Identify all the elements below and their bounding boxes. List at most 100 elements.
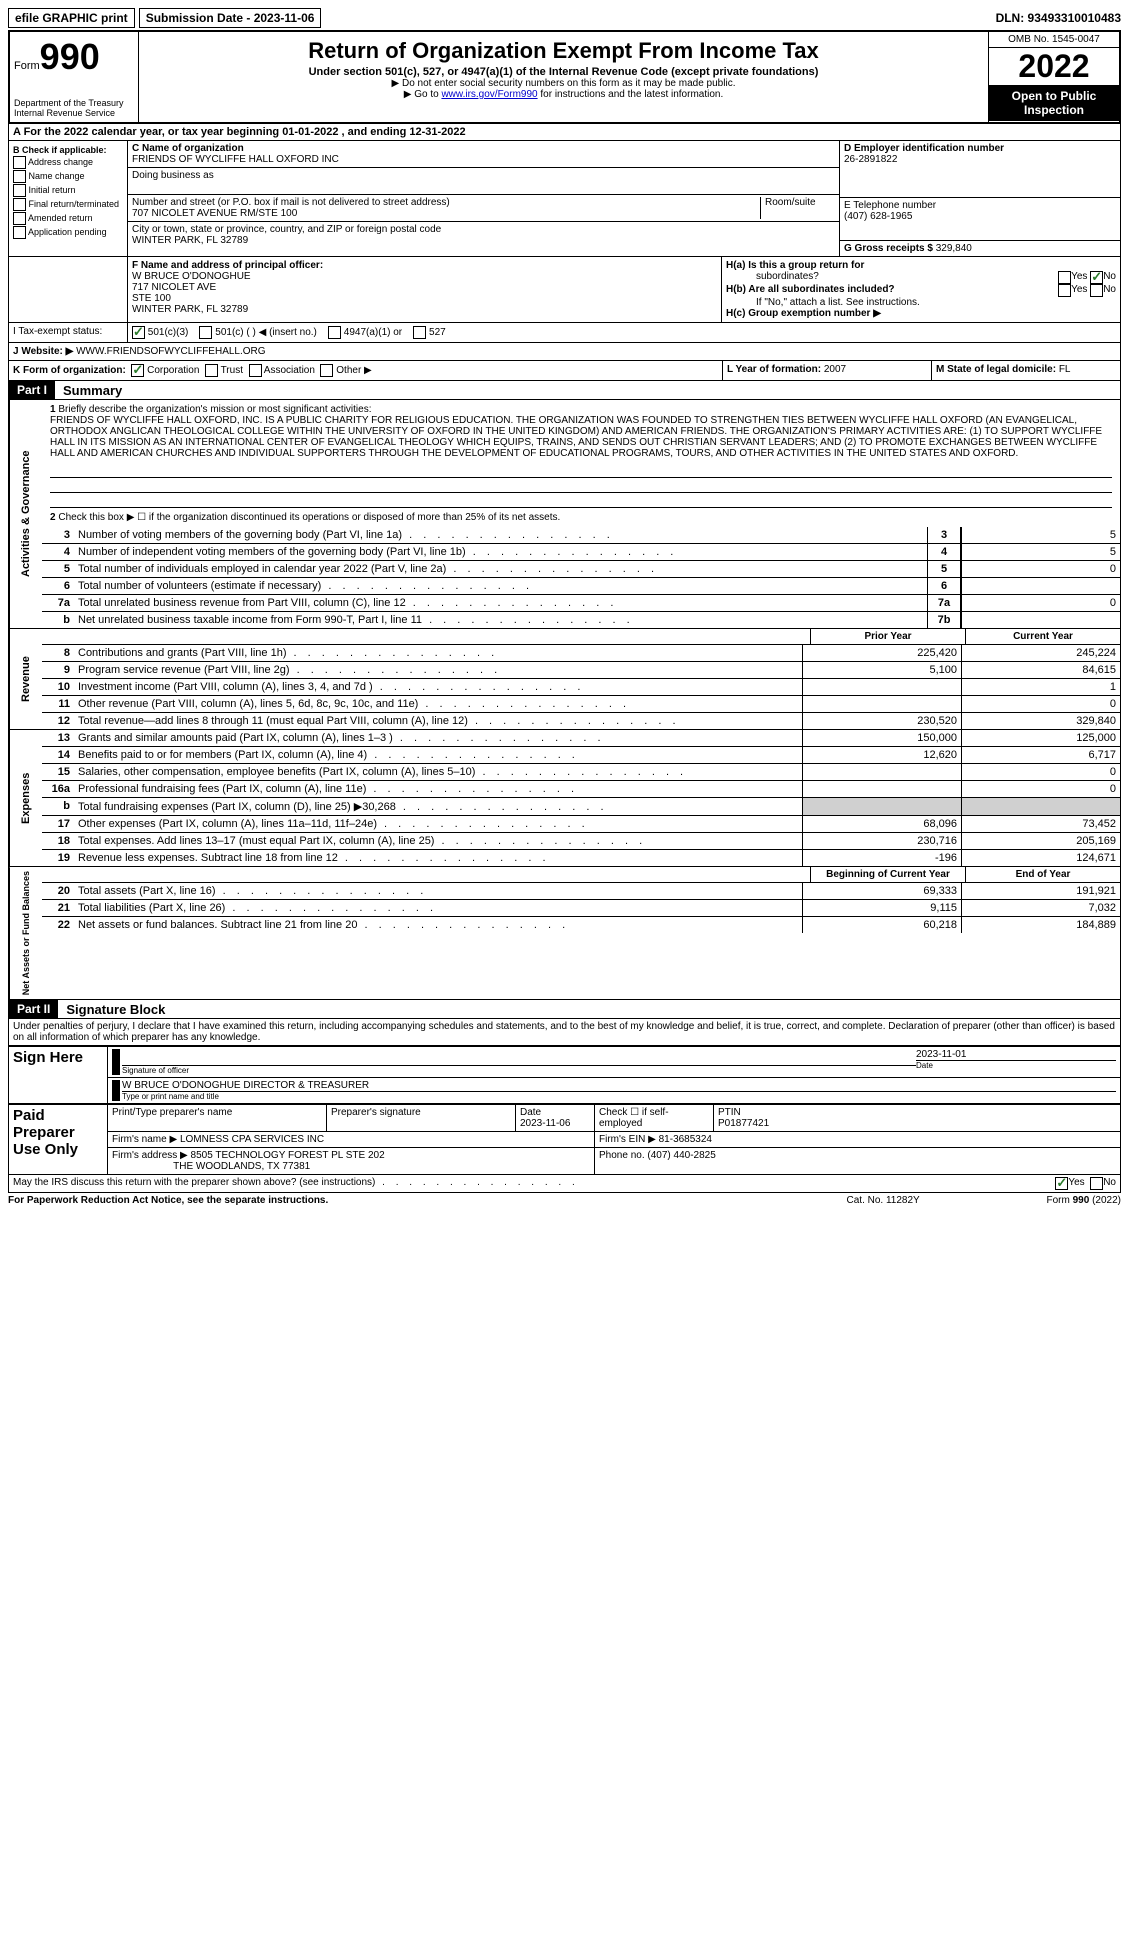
city-cell: City or town, state or province, country… <box>128 222 839 248</box>
table-row: b Net unrelated business taxable income … <box>42 612 1120 628</box>
dln: DLN: 93493310010483 <box>996 11 1121 25</box>
blank-line <box>50 463 1112 478</box>
form-header: Form990 Department of the Treasury Inter… <box>8 30 1121 124</box>
cb-final[interactable]: Final return/terminated <box>13 198 123 211</box>
table-row: 7a Total unrelated business revenue from… <box>42 595 1120 612</box>
dept-label: Department of the Treasury <box>14 98 134 108</box>
part2-header: Part II Signature Block <box>8 1000 1121 1019</box>
cb-initial[interactable]: Initial return <box>13 184 123 197</box>
form-footer: Form 990 (2022) <box>1047 1195 1121 1206</box>
ein-cell: D Employer identification number 26-2891… <box>840 141 1120 198</box>
cb-corp[interactable] <box>131 364 144 377</box>
table-row: 11 Other revenue (Part VIII, column (A),… <box>42 696 1120 713</box>
irs-link[interactable]: www.irs.gov/Form990 <box>441 89 537 100</box>
rev-header: Prior Year Current Year <box>42 629 1120 645</box>
form-number: 990 <box>40 36 100 77</box>
row-j: J Website: ▶ WWW.FRIENDSOFWYCLIFFEHALL.O… <box>8 343 1121 361</box>
cb-assoc[interactable] <box>249 364 262 377</box>
table-row: 8 Contributions and grants (Part VIII, l… <box>42 645 1120 662</box>
col-d: D Employer identification number 26-2891… <box>840 141 1120 256</box>
paid-preparer-label: Paid Preparer Use Only <box>9 1105 108 1175</box>
cb-name[interactable]: Name change <box>13 170 123 183</box>
row-k: K Form of organization: Corporation Trus… <box>8 361 1121 381</box>
sig-date: 2023-11-01 <box>916 1049 1116 1060</box>
hb-yes[interactable] <box>1058 284 1071 297</box>
self-emp-cell[interactable]: Check ☐ if self-employed <box>595 1105 714 1132</box>
efile-box[interactable]: efile GRAPHIC print <box>8 8 135 28</box>
revenue-table: Revenue Prior Year Current Year 8 Contri… <box>8 629 1121 730</box>
officer-name: W BRUCE O'DONOGHUE DIRECTOR & TREASURER <box>122 1080 1116 1091</box>
firm-name-cell: Firm's name ▶ LOMNESS CPA SERVICES INC <box>108 1132 595 1148</box>
city: WINTER PARK, FL 32789 <box>132 235 248 246</box>
receipts-cell: G Gross receipts $ 329,840 <box>840 241 1120 256</box>
row-fh: F Name and address of principal officer:… <box>8 257 1121 323</box>
expenses-table: Expenses 13 Grants and similar amounts p… <box>8 730 1121 867</box>
tax-year: 2022 <box>989 48 1119 85</box>
officer-cell: F Name and address of principal officer:… <box>128 257 722 322</box>
info-grid: B Check if applicable: Address change Na… <box>8 141 1121 257</box>
header-right: OMB No. 1545-0047 2022 Open to Public In… <box>988 32 1119 122</box>
cb-other[interactable] <box>320 364 333 377</box>
table-row: 14 Benefits paid to or for members (Part… <box>42 747 1120 764</box>
phone-cell: E Telephone number (407) 628-1965 <box>840 198 1120 241</box>
table-row: 19 Revenue less expenses. Subtract line … <box>42 850 1120 866</box>
cb-address[interactable]: Address change <box>13 156 123 169</box>
footer: For Paperwork Reduction Act Notice, see … <box>8 1193 1121 1208</box>
ein: 26-2891822 <box>844 154 897 165</box>
org-name: FRIENDS OF WYCLIFFE HALL OXFORD INC <box>132 154 339 165</box>
submission-box: Submission Date - 2023-11-06 <box>139 8 322 28</box>
form-label: Form <box>14 60 40 72</box>
table-row: 17 Other expenses (Part IX, column (A), … <box>42 816 1120 833</box>
cb-527[interactable] <box>413 326 426 339</box>
netassets-table: Net Assets or Fund Balances Beginning of… <box>8 867 1121 1000</box>
discuss-no[interactable] <box>1090 1177 1103 1190</box>
form-subtitle: Under section 501(c), 527, or 4947(a)(1)… <box>143 66 984 78</box>
mission-box: 1 Briefly describe the organization's mi… <box>42 400 1120 463</box>
mission-text: FRIENDS OF WYCLIFFE HALL OXFORD, INC. IS… <box>50 415 1102 459</box>
sign-here-label: Sign Here <box>9 1047 108 1104</box>
pra-notice: For Paperwork Reduction Act Notice, see … <box>8 1195 847 1206</box>
hb-no[interactable] <box>1090 284 1103 297</box>
cb-app[interactable]: Application pending <box>13 226 123 239</box>
side-expenses: Expenses <box>9 730 42 866</box>
table-row: 6 Total number of volunteers (estimate i… <box>42 578 1120 595</box>
header-center: Return of Organization Exempt From Incom… <box>139 32 988 122</box>
table-row: 18 Total expenses. Add lines 13–17 (must… <box>42 833 1120 850</box>
cb-501c3[interactable] <box>132 326 145 339</box>
col-c: C Name of organization FRIENDS OF WYCLIF… <box>128 141 840 256</box>
col-b-title: B Check if applicable: <box>13 145 107 155</box>
q2-row: 2 Check this box ▶ ☐ if the organization… <box>42 508 1120 527</box>
net-header: Beginning of Current Year End of Year <box>42 867 1120 883</box>
discuss-yes[interactable] <box>1055 1177 1068 1190</box>
table-row: 21 Total liabilities (Part X, line 26) 9… <box>42 900 1120 917</box>
perjury-text: Under penalties of perjury, I declare th… <box>8 1019 1121 1046</box>
inspection-label: Open to Public Inspection <box>989 85 1119 121</box>
cb-501c[interactable] <box>199 326 212 339</box>
section-a: A For the 2022 calendar year, or tax yea… <box>8 124 1121 141</box>
cb-amended[interactable]: Amended return <box>13 212 123 225</box>
ha-yes[interactable] <box>1058 271 1071 284</box>
top-bar: efile GRAPHIC print Submission Date - 20… <box>8 8 1121 28</box>
cb-trust[interactable] <box>205 364 218 377</box>
table-row: 12 Total revenue—add lines 8 through 11 … <box>42 713 1120 729</box>
table-row: 5 Total number of individuals employed i… <box>42 561 1120 578</box>
form-title: Return of Organization Exempt From Incom… <box>143 38 984 64</box>
blank-line <box>50 478 1112 493</box>
firm-ein-cell: Firm's EIN ▶ 81-3685324 <box>595 1132 1121 1148</box>
form-note1: ▶ Do not enter social security numbers o… <box>143 78 984 89</box>
table-row: 10 Investment income (Part VIII, column … <box>42 679 1120 696</box>
year-formation: 2007 <box>824 364 846 375</box>
governance-table: Activities & Governance 1 Briefly descri… <box>8 400 1121 629</box>
officer-name-cell: W BRUCE O'DONOGHUE DIRECTOR & TREASURER … <box>108 1078 1121 1104</box>
street: 707 NICOLET AVENUE RM/STE 100 <box>132 208 297 219</box>
table-row: 15 Salaries, other compensation, employe… <box>42 764 1120 781</box>
form-note2: ▶ Go to www.irs.gov/Form990 for instruct… <box>143 89 984 100</box>
ha-no[interactable] <box>1090 271 1103 284</box>
prep-sig-label: Preparer's signature <box>327 1105 516 1132</box>
sign-here-table: Sign Here Signature of officer 2023-11-0… <box>8 1046 1121 1104</box>
firm-addr-cell: Firm's address ▶ 8505 TECHNOLOGY FOREST … <box>108 1148 595 1175</box>
firm-phone-cell: Phone no. (407) 440-2825 <box>595 1148 1121 1175</box>
prep-date-cell: Date2023-11-06 <box>516 1105 595 1132</box>
i-label: I Tax-exempt status: <box>9 323 128 342</box>
cb-4947[interactable] <box>328 326 341 339</box>
